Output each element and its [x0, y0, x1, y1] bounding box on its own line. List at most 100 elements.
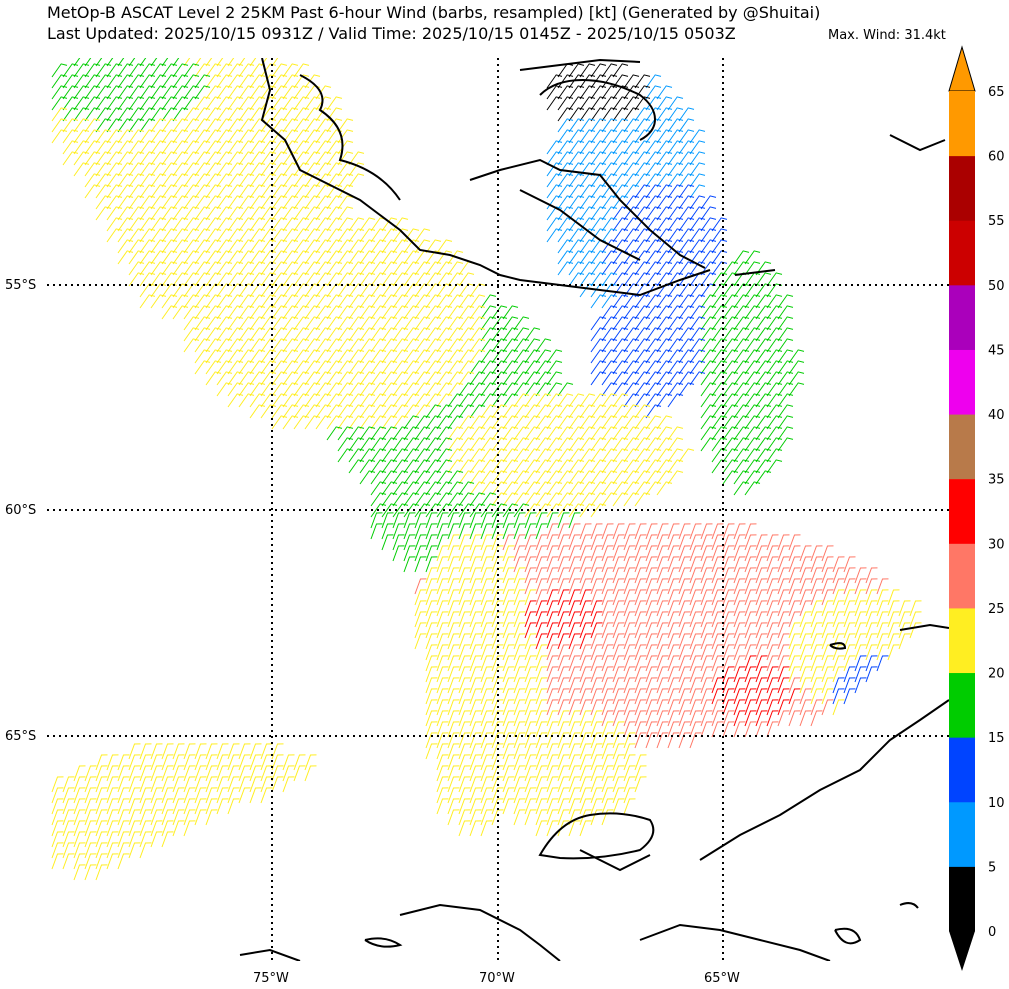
- wind-barb: [260, 754, 273, 771]
- wind-barb: [502, 655, 515, 672]
- wind-barb: [590, 228, 607, 243]
- wind-barb: [601, 688, 614, 705]
- wind-barb: [568, 545, 581, 562]
- wind-barb: [568, 492, 585, 507]
- wind-barb: [700, 415, 717, 430]
- wind-barb: [733, 589, 746, 606]
- wind-barb: [271, 404, 288, 419]
- wind-barb: [612, 776, 625, 793]
- wind-barb: [128, 173, 145, 188]
- wind-barb: [513, 338, 530, 353]
- wind-barb: [854, 644, 867, 661]
- wind-barb: [667, 721, 680, 738]
- wind-barb: [711, 721, 724, 738]
- wind-barb: [656, 140, 673, 155]
- wind-barb: [722, 437, 739, 452]
- wind-barb: [711, 545, 724, 562]
- wind-barb: [117, 63, 134, 78]
- wind-barb: [238, 250, 255, 265]
- wind-barb: [799, 600, 812, 617]
- wind-barb: [414, 415, 431, 430]
- wind-barb: [227, 382, 244, 397]
- wind-barb: [172, 809, 185, 826]
- wind-barb: [128, 85, 145, 100]
- wind-barb: [282, 173, 299, 188]
- wind-barb: [546, 85, 563, 100]
- wind-barb: [469, 349, 486, 364]
- wind-barb: [513, 776, 526, 793]
- wind-barb: [612, 173, 629, 188]
- wind-barb: [678, 545, 691, 562]
- wind-barb: [260, 118, 277, 133]
- wind-barb: [667, 677, 680, 694]
- wind-barb: [304, 765, 317, 782]
- wind-barb: [260, 261, 277, 276]
- wind-barb: [689, 261, 706, 276]
- wind-barb: [656, 699, 669, 716]
- wind-barb: [249, 173, 266, 188]
- wind-barb: [645, 655, 658, 672]
- wind-barb: [645, 316, 662, 331]
- wind-barb: [524, 382, 541, 397]
- wind-barb: [667, 710, 680, 727]
- wind-barb: [579, 437, 596, 452]
- wind-barb: [546, 206, 563, 221]
- wind-barb: [458, 666, 471, 683]
- wind-barb: [447, 349, 464, 364]
- wind-barb: [623, 272, 640, 287]
- wind-barb: [414, 492, 431, 507]
- wind-barb: [458, 732, 471, 749]
- wind-barb: [436, 710, 449, 727]
- wind-barb: [172, 162, 189, 177]
- wind-barb: [700, 316, 717, 331]
- wind-barb: [667, 371, 684, 386]
- wind-barb: [161, 272, 178, 287]
- wind-barb: [128, 809, 141, 826]
- wind-barb: [700, 239, 717, 254]
- wind-barb: [535, 404, 552, 419]
- wind-barb: [612, 195, 629, 210]
- wind-barb: [667, 261, 684, 276]
- wind-barb: [579, 732, 592, 749]
- wind-barb: [788, 545, 801, 562]
- wind-barb: [447, 523, 460, 540]
- wind-barb: [546, 809, 559, 826]
- wind-barb: [271, 272, 288, 287]
- wind-barb: [304, 415, 321, 430]
- wind-barb: [359, 404, 376, 419]
- wind-barb: [645, 338, 662, 353]
- colorbar-tick-label: 55: [988, 214, 1005, 229]
- wind-barb: [733, 327, 750, 342]
- wind-barb: [205, 129, 222, 144]
- wind-barb: [425, 393, 442, 408]
- wind-barb: [733, 338, 750, 353]
- wind-barb: [766, 721, 779, 738]
- wind-barb: [194, 360, 211, 375]
- wind-barb: [557, 567, 570, 584]
- wind-barb: [326, 184, 343, 199]
- wind-barb: [348, 327, 365, 342]
- wind-barb: [700, 556, 713, 573]
- wind-barb: [315, 217, 332, 232]
- wind-barb: [73, 820, 86, 837]
- wind-barb: [568, 666, 581, 683]
- wind-barb: [249, 327, 266, 342]
- wind-barb: [73, 140, 90, 155]
- wind-barb: [337, 206, 354, 221]
- wind-barb: [667, 107, 684, 122]
- wind-barb: [183, 140, 200, 155]
- wind-barb: [315, 404, 332, 419]
- wind-barb: [777, 415, 794, 430]
- wind-barb: [62, 842, 75, 859]
- wind-barb: [480, 754, 493, 771]
- wind-barb: [95, 173, 112, 188]
- wind-barb: [557, 437, 574, 452]
- wind-barb: [216, 85, 233, 100]
- wind-barb: [689, 677, 702, 694]
- wind-barb: [568, 699, 581, 716]
- wind-barb: [95, 129, 112, 144]
- wind-barb: [293, 250, 310, 265]
- wind-barb: [590, 655, 603, 672]
- wind-barb: [315, 129, 332, 144]
- wind-barb: [326, 360, 343, 375]
